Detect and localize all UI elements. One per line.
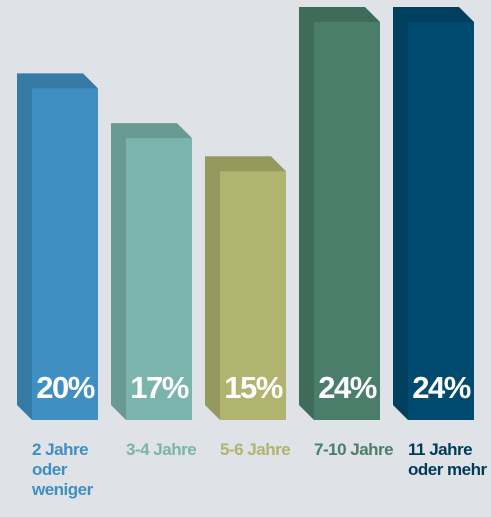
bar [17, 73, 98, 420]
value-label: 15% [224, 370, 282, 405]
bar [205, 156, 286, 420]
value-label: 20% [36, 370, 94, 405]
category-label: 2 Jahre oder weniger [32, 440, 93, 499]
bar-front [126, 138, 192, 421]
bar-front [408, 22, 474, 420]
bar-front [314, 22, 380, 420]
bar-front [32, 88, 98, 420]
bar [111, 123, 192, 421]
value-label: 24% [318, 370, 376, 405]
category-label: 7-10 Jahre [314, 440, 394, 459]
bar [393, 7, 474, 420]
category-label: 5-6 Jahre [220, 440, 291, 459]
bar [299, 7, 380, 420]
value-label: 17% [130, 370, 188, 405]
category-label: 3-4 Jahre [126, 440, 197, 459]
value-label: 24% [412, 370, 470, 405]
category-label: 11 Jahre oder mehr [408, 440, 487, 479]
bar-front [220, 171, 286, 420]
